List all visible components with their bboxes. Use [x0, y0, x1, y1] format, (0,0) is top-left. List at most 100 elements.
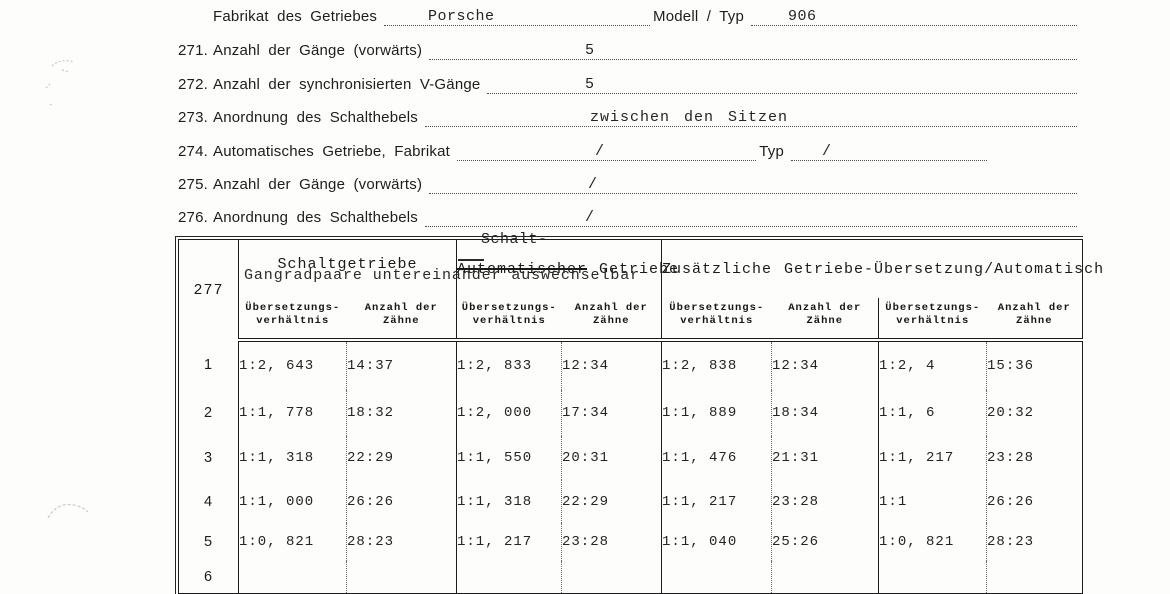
typed-value-fabrikat: Porsche — [428, 8, 495, 25]
col-header-line: Übersetzungs- — [461, 302, 557, 314]
col-header-line: Anzahl der — [574, 302, 648, 314]
item-number: 274. — [178, 143, 208, 160]
col-header-line: Anzahl der — [997, 302, 1071, 314]
dotted-leader — [429, 191, 1077, 194]
teeth-cell: 25:26 — [771, 523, 880, 561]
ratio-cell: 1:1, 000 — [238, 480, 347, 523]
dotted-leader — [384, 23, 650, 26]
typed-value: / — [588, 176, 598, 193]
ratio-cell: 1:2, 833 — [456, 340, 562, 390]
teeth-cell: 15:36 — [987, 358, 1035, 374]
field-label-modell-typ: Modell / Typ — [653, 8, 744, 25]
col-header-line: verhältnis — [256, 314, 330, 327]
form-line-275: 275. Anzahl der Gänge (vorwärts) / — [178, 173, 1080, 195]
field-label: Anzahl der synchronisierten V-Gänge — [213, 76, 481, 93]
table-row-gear-4: 4 1:1, 000 26:26 1:1, 318 22:29 1:1, 217… — [178, 480, 1083, 523]
item-number: 271. — [178, 42, 208, 59]
ratio-cell: 1:1, 889 — [661, 390, 773, 436]
typed-schalt-prefix: Schalt- — [481, 231, 548, 248]
field-label: Anordnung des Schalthebels — [213, 109, 419, 126]
col-header-line: Anzahl der — [364, 302, 438, 314]
ratio-cell: 1:1, 6 — [878, 390, 988, 436]
col-header-teeth: Anzahl der Zähne — [771, 298, 880, 342]
section-title-zusaetzliche: Zusätzliche Getriebe-Übersetzung/Automat… — [662, 240, 1103, 299]
section-title-text: Zusätzliche Getriebe-Übersetzung/Automat… — [662, 260, 1105, 278]
typed-value: zwischen den Sitzen — [590, 109, 789, 126]
strikethrough-line — [458, 259, 484, 261]
dotted-leader — [487, 91, 1077, 94]
ratio-cell: 1:1, 040 — [661, 523, 773, 561]
dotted-leader — [457, 158, 757, 161]
teeth-cell — [346, 561, 457, 593]
form-line-fabrikat: Fabrikat des Getriebes Modell / Typ Pors… — [213, 5, 1080, 27]
col-header-line: Zähne — [1016, 314, 1053, 327]
ratio-cell: 1:0, 821 — [238, 523, 347, 561]
form-line-274: 274. Automatisches Getriebe, Fabrikat Ty… — [178, 140, 1080, 162]
teeth-cell: 12:34 — [561, 340, 663, 390]
teeth-cell — [771, 561, 880, 593]
col-header-line: Anzahl der — [788, 302, 862, 314]
typed-value: 5 — [585, 76, 595, 93]
teeth-cell: 22:29 — [346, 436, 457, 480]
ratio-cell: 1:2, 4 — [878, 340, 988, 390]
teeth-cell: 23:28 — [987, 450, 1035, 466]
ratio-cell — [456, 561, 562, 593]
teeth-cell: 14:37 — [346, 340, 457, 390]
item-number: 272. — [178, 76, 208, 93]
col-header-ratio: Übersetzungs-verhältnis — [878, 298, 987, 342]
form-line-276: 276. Anordnung des Schalthebels / — [178, 206, 1080, 228]
ratio-cell: 1:1, 217 — [456, 523, 562, 561]
col-header-line: verhältnis — [896, 314, 970, 327]
ratio-cell — [661, 561, 773, 593]
ratio-cell: 1:1, 217 — [878, 436, 988, 480]
table-row-gear-6: 6 — [178, 561, 1083, 593]
field-label: Anordnung des Schalthebels — [213, 209, 419, 226]
ratio-cell: 1:1, 318 — [238, 436, 347, 480]
item-number: 276. — [178, 209, 208, 226]
gear-number: 2 — [178, 390, 239, 436]
section-title-schaltgetriebe: Schaltgetriebe — [238, 239, 457, 298]
typed-annotation: Gangradpaare untereinander auswechselbar — [244, 267, 641, 284]
ratio-cell — [238, 561, 347, 593]
teeth-cell: 28:23 — [346, 523, 457, 561]
field-label-typ: Typ — [759, 143, 784, 160]
teeth-cell: 23:28 — [771, 480, 880, 523]
gear-number: 6 — [178, 561, 239, 593]
form-line-272: 272. Anzahl der synchronisierten V-Gänge… — [178, 73, 1080, 95]
col-header-line: Übersetzungs- — [885, 302, 981, 314]
section-title-text: Getriebe — [587, 260, 680, 278]
teeth-cell: 17:34 — [561, 390, 663, 436]
item-number: 275. — [178, 176, 208, 193]
ratio-cell: 1:1, 318 — [456, 480, 562, 523]
table-row-gear-5: 5 1:0, 821 28:23 1:1, 217 23:28 1:1, 040… — [178, 523, 1083, 561]
teeth-cell — [561, 561, 663, 593]
ratio-cell: 1:1, 476 — [661, 436, 773, 480]
col-header-teeth: Anzahl der Zähne — [346, 298, 457, 342]
col-header-line: Übersetzungs- — [245, 302, 341, 314]
gear-ratio-table: 277 Schaltgetriebe Automatischer Getrieb… — [175, 236, 1103, 594]
col-header-line: verhältnis — [680, 314, 754, 327]
teeth-cell: 23:28 — [561, 523, 663, 561]
ratio-cell: 1:1, 550 — [456, 436, 562, 480]
gear-number: 4 — [178, 480, 239, 523]
dotted-leader — [425, 124, 1077, 127]
col-header-line: Übersetzungs- — [669, 302, 765, 314]
table-header-sections: 277 Schaltgetriebe Automatischer Getrieb… — [178, 239, 1103, 340]
gear-number: 3 — [178, 436, 239, 480]
table-row-gear-3: 3 1:1, 318 22:29 1:1, 550 20:31 1:1, 476… — [178, 436, 1083, 480]
struck-word: Automatischer — [457, 260, 588, 278]
section-title-schalt-automatischer: Automatischer Getriebe — [456, 239, 678, 298]
teeth-cell: 20:32 — [987, 405, 1035, 421]
ratio-cell: 1:0, 821 — [878, 523, 988, 561]
teeth-cell: 26:26 — [987, 493, 1035, 510]
col-header-teeth: Anzahl der Zähne — [561, 298, 663, 342]
table-row-gear-2: 2 1:1, 778 18:32 1:2, 000 17:34 1:1, 889… — [178, 390, 1083, 436]
col-header-line: Zähne — [806, 314, 844, 327]
pencil-mark-bottom-left — [47, 503, 89, 519]
section-title-text: Schaltgetriebe — [277, 256, 418, 273]
dotted-leader — [751, 23, 1077, 26]
ratio-cell: 1:1, 778 — [238, 390, 347, 436]
teeth-cell — [987, 561, 1083, 593]
pencil-mark-top-left — [45, 60, 75, 107]
col-header-line: Zähne — [593, 314, 630, 327]
